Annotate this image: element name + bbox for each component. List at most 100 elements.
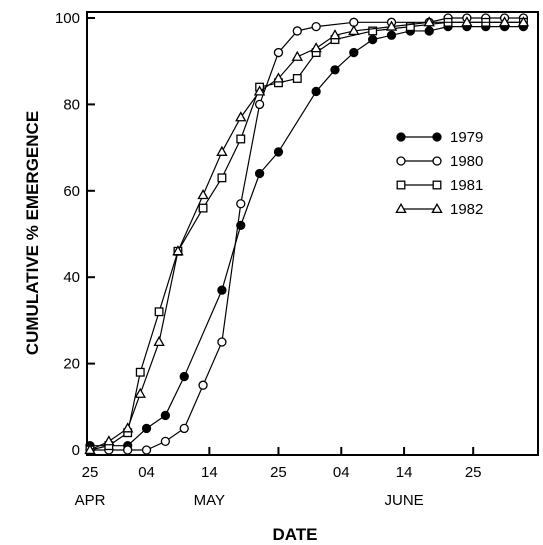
- data-point: [253, 85, 266, 96]
- x-axis-title: DATE: [272, 525, 317, 544]
- series-line: [90, 26, 524, 447]
- data-point: [368, 26, 378, 36]
- y-axis-title: CUMULATIVE % EMERGENCE: [23, 111, 42, 355]
- series-line: [90, 17, 524, 451]
- y-tick-label: 20: [63, 356, 80, 373]
- data-point: [517, 16, 530, 27]
- data-point: [348, 24, 360, 36]
- data-point: [198, 203, 208, 213]
- x-tick-label: 25: [465, 464, 482, 481]
- data-point: [273, 147, 284, 157]
- x-tick-label: 04: [333, 464, 350, 481]
- plot-area-frame: [86, 11, 539, 456]
- data-point: [216, 145, 228, 156]
- data-point: [349, 47, 359, 58]
- data-point: [330, 65, 340, 75]
- x-tick-label: 14: [396, 464, 413, 481]
- axis-ticks: [87, 17, 475, 455]
- data-point: [197, 188, 209, 200]
- series-1980: [85, 13, 529, 455]
- data-point: [154, 307, 164, 317]
- data-point: [153, 335, 165, 347]
- legend-item-1980: 1980: [396, 153, 483, 170]
- data-point: [273, 47, 284, 58]
- data-point: [160, 436, 171, 447]
- legend-marker: [432, 132, 442, 142]
- data-point: [311, 21, 321, 32]
- legend-marker: [396, 180, 406, 190]
- data-point: [236, 134, 246, 144]
- y-tick-label: 0: [72, 442, 80, 459]
- legend-item-1979: 1979: [396, 129, 483, 146]
- data-point: [386, 30, 397, 40]
- legend-item-1981: 1981: [396, 177, 483, 194]
- legend-label: 1980: [450, 153, 483, 170]
- data-point: [254, 168, 265, 179]
- legend-label: 1981: [450, 177, 483, 194]
- data-point: [135, 367, 145, 377]
- data-point: [121, 422, 134, 433]
- data-point: [329, 29, 341, 40]
- legend-marker: [431, 202, 443, 214]
- series-layer: [84, 13, 530, 455]
- data-point: [141, 423, 152, 434]
- x-tick-label: 14: [201, 464, 218, 481]
- series-1979: [85, 21, 529, 451]
- data-point: [272, 72, 285, 83]
- data-point: [424, 26, 434, 36]
- x-tick-label: 25: [270, 464, 287, 481]
- data-point: [179, 371, 189, 382]
- data-point: [461, 16, 473, 27]
- data-point: [292, 26, 302, 36]
- data-point: [236, 199, 246, 209]
- data-point: [123, 445, 133, 455]
- data-point: [141, 445, 152, 455]
- data-point: [498, 16, 511, 27]
- data-point: [385, 20, 398, 31]
- y-tick-label: 80: [63, 96, 80, 113]
- data-point: [310, 42, 322, 53]
- legend-label: 1979: [450, 129, 483, 146]
- legend-marker: [432, 156, 442, 166]
- data-point: [311, 86, 321, 97]
- month-label: MAY: [194, 492, 225, 509]
- data-point: [217, 285, 227, 295]
- data-point: [405, 22, 415, 32]
- data-point: [134, 387, 146, 398]
- series-1981: [85, 17, 528, 455]
- month-label: JUNE: [384, 492, 423, 509]
- legend: 1979 1980 1981 1982: [395, 129, 483, 218]
- month-label: APR: [75, 492, 106, 509]
- data-point: [84, 443, 96, 455]
- data-point: [368, 34, 378, 45]
- data-point: [217, 173, 227, 183]
- data-point: [235, 111, 247, 122]
- data-point: [160, 410, 171, 421]
- data-point: [423, 16, 435, 27]
- series-line: [89, 21, 524, 451]
- y-tick-label: 100: [55, 10, 80, 27]
- legend-item-1982: 1982: [395, 201, 483, 218]
- legend-label: 1982: [450, 201, 483, 218]
- data-point: [291, 50, 304, 61]
- legend-marker: [396, 132, 406, 142]
- data-point: [236, 220, 246, 231]
- data-point: [254, 99, 265, 110]
- data-point: [103, 435, 115, 446]
- y-tick-label: 60: [63, 183, 80, 200]
- x-tick-label: 04: [138, 464, 155, 481]
- data-point: [198, 380, 208, 390]
- series-line: [89, 21, 524, 451]
- data-point: [179, 423, 189, 434]
- y-tick-label: 40: [63, 269, 80, 286]
- series-1982: [84, 16, 530, 455]
- x-tick-label: 25: [82, 464, 99, 481]
- data-point: [172, 245, 184, 256]
- legend-marker: [396, 156, 406, 166]
- data-point: [217, 337, 227, 347]
- data-point: [292, 74, 302, 83]
- axis-tick-labels: 0 20 40 60 80 100 25 04 14 25 04 14 25 APR MAY JUNE: [55, 10, 482, 509]
- legend-marker: [432, 180, 442, 190]
- legend-marker: [395, 202, 407, 214]
